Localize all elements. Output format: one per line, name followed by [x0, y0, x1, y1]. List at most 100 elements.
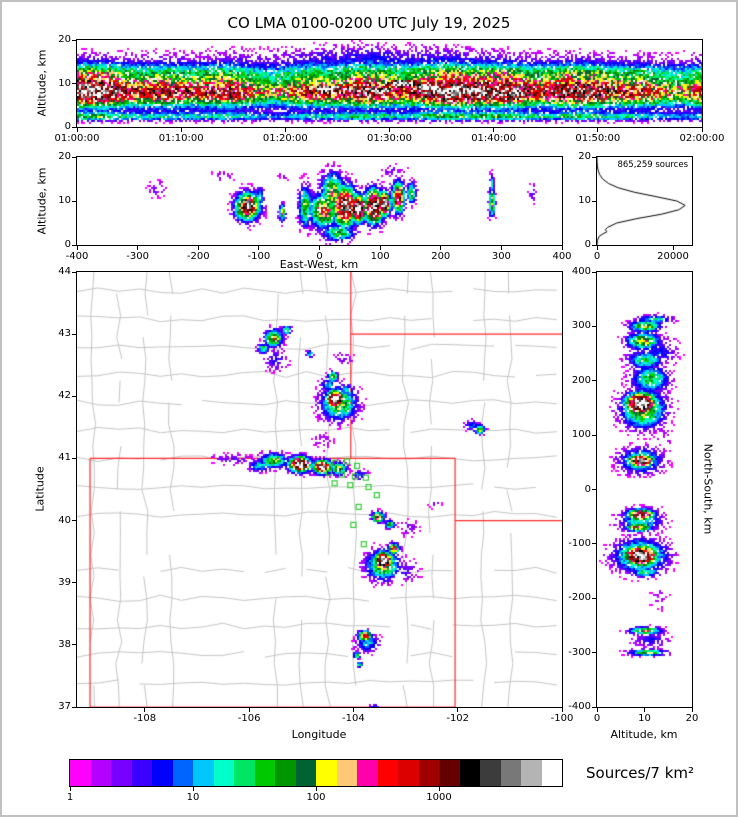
colorbar-segment	[275, 760, 296, 786]
tick-mark	[180, 128, 182, 132]
tick-mark	[457, 708, 459, 712]
tick-mark	[561, 246, 563, 250]
tick-mark	[592, 543, 596, 545]
colorbar-segment	[152, 760, 173, 786]
tick-label: 37	[58, 701, 71, 712]
tick-mark	[258, 246, 260, 250]
colorbar-segment	[193, 760, 214, 786]
tick-mark	[72, 39, 76, 41]
map-canvas	[77, 272, 562, 707]
tick-label: 10	[58, 195, 71, 206]
tick-mark	[389, 128, 390, 132]
tick-label: 01:30:00	[367, 133, 412, 144]
time-height-canvas	[77, 40, 702, 127]
tick-label: 20	[685, 713, 699, 724]
tick-mark	[69, 787, 71, 791]
colorbar-segment	[234, 760, 255, 786]
tick-mark	[592, 597, 596, 599]
colorbar-segment	[500, 760, 521, 786]
tick-label: -106	[237, 713, 261, 724]
source-histogram-canvas	[597, 157, 692, 245]
colorbar	[69, 759, 563, 787]
tick-label: 01:00:00	[54, 133, 100, 144]
tick-mark	[197, 246, 199, 250]
colorbar-segment	[295, 760, 316, 786]
tick-label: 20	[578, 151, 591, 162]
tick-mark	[644, 708, 645, 712]
tick-mark	[596, 708, 598, 712]
tick-mark	[592, 652, 596, 654]
colorbar-segment	[357, 760, 378, 786]
ew-xlabel: East-West, km	[279, 258, 359, 271]
colorbar-segment	[521, 760, 542, 786]
colorbar-segment	[131, 760, 152, 786]
tick-label: -108	[133, 713, 157, 724]
tick-mark	[592, 706, 596, 708]
tick-mark	[701, 128, 703, 132]
tick-label: 400	[552, 251, 572, 262]
tick-mark	[76, 246, 78, 250]
colorbar-segment	[480, 760, 501, 786]
tick-mark	[137, 246, 139, 250]
ns-ylabel: North-South, km	[701, 443, 715, 535]
tick-label: 10	[578, 195, 591, 206]
tick-mark	[500, 246, 502, 250]
tick-mark	[440, 246, 442, 250]
colorbar-segment	[398, 760, 419, 786]
tick-mark	[592, 244, 596, 246]
colorbar-segment	[377, 760, 398, 786]
tick-label: 10	[58, 77, 71, 89]
tick-label: 41	[58, 452, 71, 464]
tick-mark	[592, 434, 596, 436]
tick-mark	[319, 246, 320, 250]
colorbar-segment	[90, 760, 111, 786]
tick-label: 100	[571, 429, 591, 441]
tick-label: 40	[58, 514, 71, 526]
tick-mark	[597, 128, 599, 132]
ew-height-canvas	[77, 157, 562, 245]
ns-xlabel: Altitude, km	[610, 728, 678, 741]
tick-mark	[379, 246, 381, 250]
tick-label: 10	[638, 713, 651, 724]
tick-mark	[592, 325, 596, 327]
tick-mark	[72, 83, 76, 84]
tick-mark	[72, 126, 76, 128]
tick-label: 43	[58, 328, 71, 340]
tick-mark	[592, 271, 596, 273]
tick-mark	[72, 200, 76, 202]
tick-mark	[284, 128, 286, 132]
tick-mark	[352, 708, 354, 712]
colorbar-segment	[111, 760, 132, 786]
tick-mark	[72, 244, 76, 246]
tick-label: 100	[306, 792, 326, 803]
tick-label: -400	[568, 701, 591, 712]
colorbar-segment	[172, 760, 193, 786]
colorbar-segment	[541, 760, 562, 786]
tick-label: 38	[58, 638, 71, 650]
time-height-panel	[76, 39, 703, 128]
tick-mark	[315, 787, 317, 791]
tick-label: -200	[186, 251, 210, 262]
ns-height-canvas	[597, 272, 692, 707]
tick-label: -400	[65, 251, 89, 262]
tick-mark	[592, 156, 596, 158]
tick-mark	[192, 787, 194, 791]
tick-label: -104	[342, 713, 365, 724]
tick-mark	[72, 271, 76, 273]
tick-mark	[691, 708, 693, 712]
tick-label: 01:20:00	[262, 133, 308, 144]
tick-mark	[76, 128, 78, 132]
tick-label: -300	[126, 251, 149, 262]
tick-label: -300	[568, 646, 591, 658]
tick-label: 0	[593, 251, 601, 262]
colorbar-segment	[336, 760, 357, 786]
tick-mark	[438, 787, 440, 791]
tick-label: 100	[370, 251, 390, 262]
tick-mark	[248, 708, 250, 712]
tick-label: 10	[186, 792, 200, 803]
colorbar-segment	[418, 760, 439, 786]
tick-label: 20	[58, 151, 71, 162]
tick-mark	[72, 520, 76, 522]
tick-label: -102	[446, 713, 470, 724]
